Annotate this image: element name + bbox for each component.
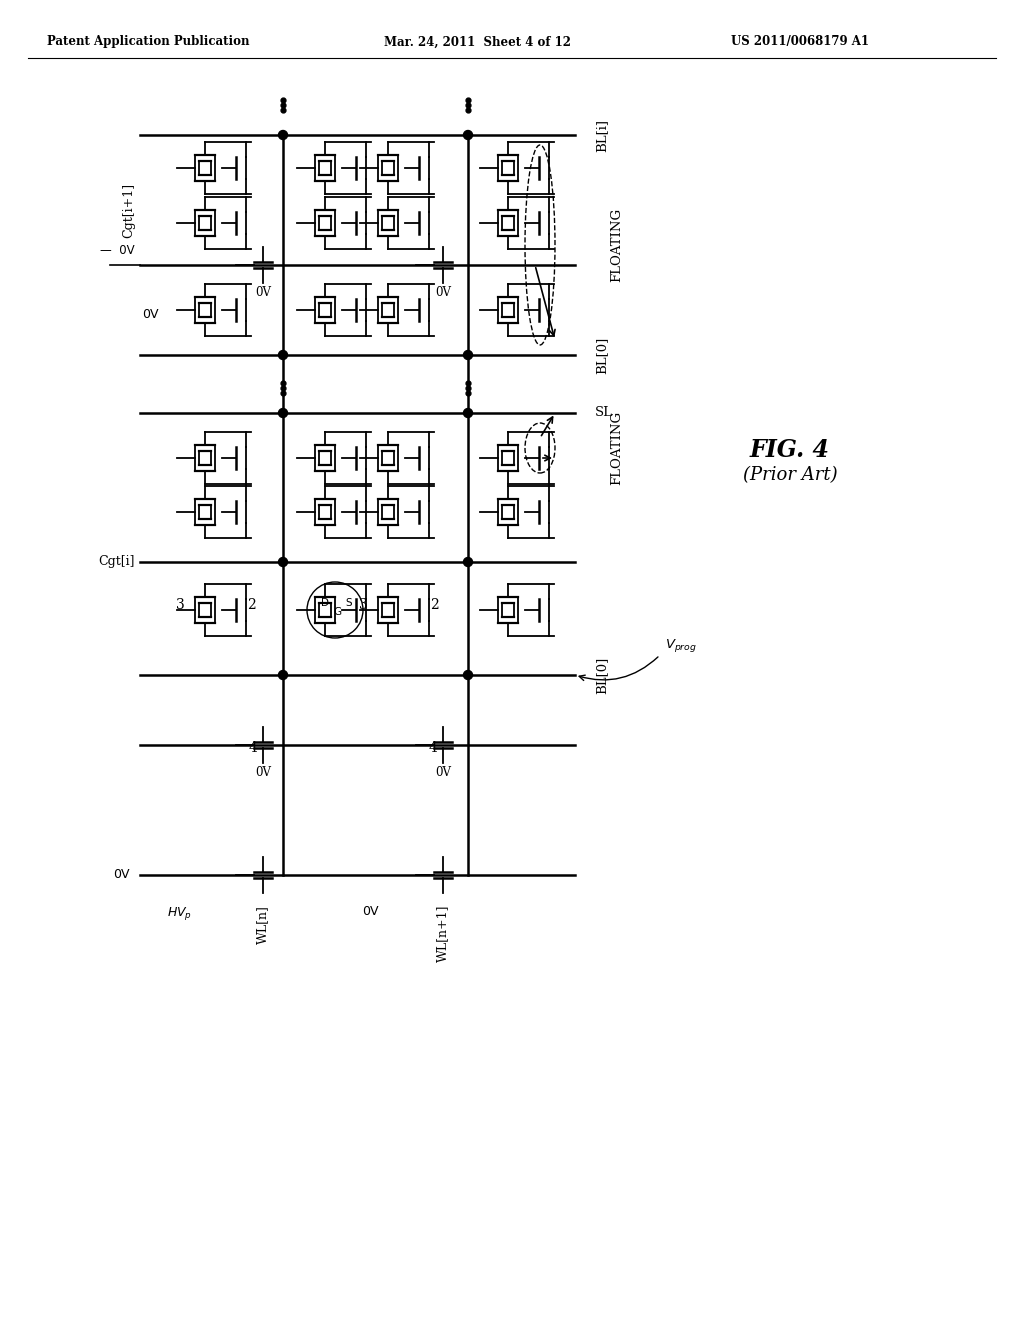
Text: 4: 4	[249, 741, 257, 755]
Text: $V_{prog}$: $V_{prog}$	[665, 636, 697, 653]
Circle shape	[279, 671, 288, 680]
Text: FLOATING: FLOATING	[610, 411, 623, 484]
Circle shape	[279, 131, 288, 140]
Text: $HV_{p}$: $HV_{p}$	[168, 906, 193, 921]
Circle shape	[279, 557, 288, 566]
Text: BL[0]: BL[0]	[595, 656, 608, 693]
Text: 0V: 0V	[435, 286, 451, 300]
Text: FIG. 4: FIG. 4	[750, 438, 830, 462]
Text: 0V: 0V	[141, 309, 159, 322]
Text: 0V: 0V	[435, 767, 451, 780]
Text: —  0V: — 0V	[100, 243, 135, 256]
Text: 0V: 0V	[114, 869, 130, 882]
Text: 4: 4	[429, 741, 437, 755]
Circle shape	[464, 131, 472, 140]
Text: 0V: 0V	[255, 286, 271, 300]
Text: 2: 2	[247, 598, 255, 612]
Text: BL[0]: BL[0]	[595, 337, 608, 374]
Text: Patent Application Publication: Patent Application Publication	[47, 36, 249, 49]
Circle shape	[279, 408, 288, 417]
Text: Cgt[i+1]: Cgt[i+1]	[122, 182, 135, 238]
Text: US 2011/0068179 A1: US 2011/0068179 A1	[731, 36, 869, 49]
Circle shape	[464, 557, 472, 566]
Circle shape	[464, 351, 472, 359]
Text: BL[i]: BL[i]	[595, 119, 608, 152]
Text: G: G	[333, 607, 341, 616]
Text: FLOATING: FLOATING	[610, 209, 623, 282]
Text: Mar. 24, 2011  Sheet 4 of 12: Mar. 24, 2011 Sheet 4 of 12	[384, 36, 571, 49]
Text: 2: 2	[430, 598, 438, 612]
Text: 3: 3	[358, 598, 368, 612]
Text: 0V: 0V	[255, 767, 271, 780]
Text: WL[n]: WL[n]	[256, 906, 269, 944]
Text: 0V: 0V	[361, 906, 378, 917]
Text: (Prior Art): (Prior Art)	[742, 466, 838, 484]
Text: SL: SL	[595, 407, 613, 420]
Circle shape	[464, 408, 472, 417]
Text: S: S	[346, 598, 352, 609]
Circle shape	[279, 351, 288, 359]
Text: WL[n+1]: WL[n+1]	[436, 906, 450, 962]
Text: 3: 3	[176, 598, 184, 612]
Text: D: D	[321, 598, 329, 609]
Text: Cgt[i]: Cgt[i]	[98, 556, 135, 569]
Circle shape	[464, 671, 472, 680]
